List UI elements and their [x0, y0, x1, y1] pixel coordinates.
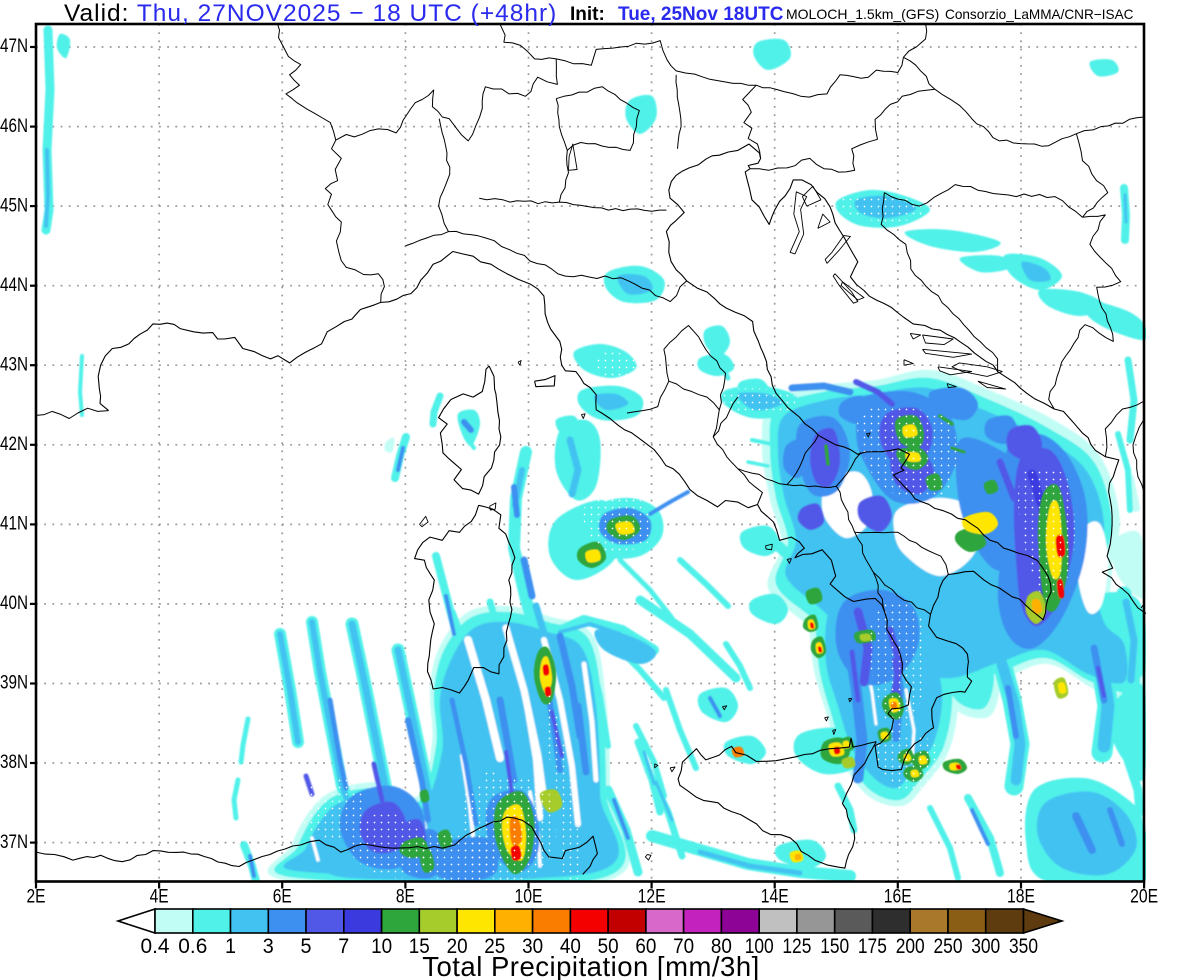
- svg-text:1: 1: [225, 935, 236, 958]
- svg-text:25: 25: [484, 935, 505, 958]
- svg-text:42N: 42N: [0, 434, 28, 455]
- svg-text:6E: 6E: [273, 887, 292, 908]
- svg-text:37N: 37N: [0, 832, 28, 853]
- svg-text:14E: 14E: [761, 887, 789, 908]
- svg-text:41N: 41N: [0, 514, 28, 535]
- svg-text:2E: 2E: [27, 887, 46, 908]
- svg-text:47N: 47N: [0, 36, 28, 57]
- svg-text:20: 20: [447, 935, 468, 958]
- svg-text:Init:Tue, 25Nov 18UTC: Init: Tue, 25Nov 18UTC: [570, 4, 784, 25]
- svg-text:Consorzio_LaMMA/CNR−ISAC: Consorzio_LaMMA/CNR−ISAC: [945, 7, 1134, 22]
- svg-text:Total Precipitation [mm/3h]: Total Precipitation [mm/3h]: [422, 951, 760, 980]
- svg-text:10E: 10E: [515, 887, 543, 908]
- svg-text:300: 300: [971, 935, 1000, 958]
- svg-text:8E: 8E: [396, 887, 415, 908]
- svg-text:30: 30: [522, 935, 543, 958]
- svg-text:16E: 16E: [884, 887, 912, 908]
- svg-text:125: 125: [782, 935, 811, 958]
- svg-text:44N: 44N: [0, 275, 28, 296]
- svg-text:10: 10: [371, 935, 392, 958]
- svg-text:80: 80: [711, 935, 732, 958]
- svg-text:100: 100: [745, 935, 774, 958]
- svg-text:43N: 43N: [0, 354, 28, 375]
- svg-text:250: 250: [934, 935, 963, 958]
- svg-text:70: 70: [673, 935, 694, 958]
- svg-text:5: 5: [301, 935, 312, 958]
- svg-text:39N: 39N: [0, 673, 28, 694]
- svg-text:50: 50: [598, 935, 619, 958]
- svg-text:40: 40: [560, 935, 581, 958]
- svg-text:12E: 12E: [638, 887, 666, 908]
- svg-text:350: 350: [1009, 935, 1038, 958]
- svg-text:15: 15: [409, 935, 430, 958]
- svg-text:0.4: 0.4: [141, 935, 170, 958]
- svg-text:18E: 18E: [1007, 887, 1035, 908]
- svg-text:150: 150: [820, 935, 849, 958]
- svg-text:175: 175: [858, 935, 887, 958]
- svg-text:60: 60: [635, 935, 656, 958]
- svg-text:7: 7: [338, 935, 349, 958]
- svg-text:20E: 20E: [1130, 887, 1158, 908]
- svg-text:200: 200: [896, 935, 925, 958]
- svg-text:38N: 38N: [0, 752, 28, 773]
- svg-text:0.6: 0.6: [178, 935, 207, 958]
- svg-text:3: 3: [263, 935, 274, 958]
- svg-text:45N: 45N: [0, 195, 28, 216]
- svg-text:4E: 4E: [150, 887, 169, 908]
- svg-text:46N: 46N: [0, 116, 28, 137]
- svg-text:40N: 40N: [0, 593, 28, 614]
- svg-text:Valid: Thu, 27NOV2025 − 18 UTC: Valid: Thu, 27NOV2025 − 18 UTC (+48hr): [64, 0, 557, 27]
- svg-text:MOLOCH_1.5km_(GFS): MOLOCH_1.5km_(GFS): [786, 6, 939, 22]
